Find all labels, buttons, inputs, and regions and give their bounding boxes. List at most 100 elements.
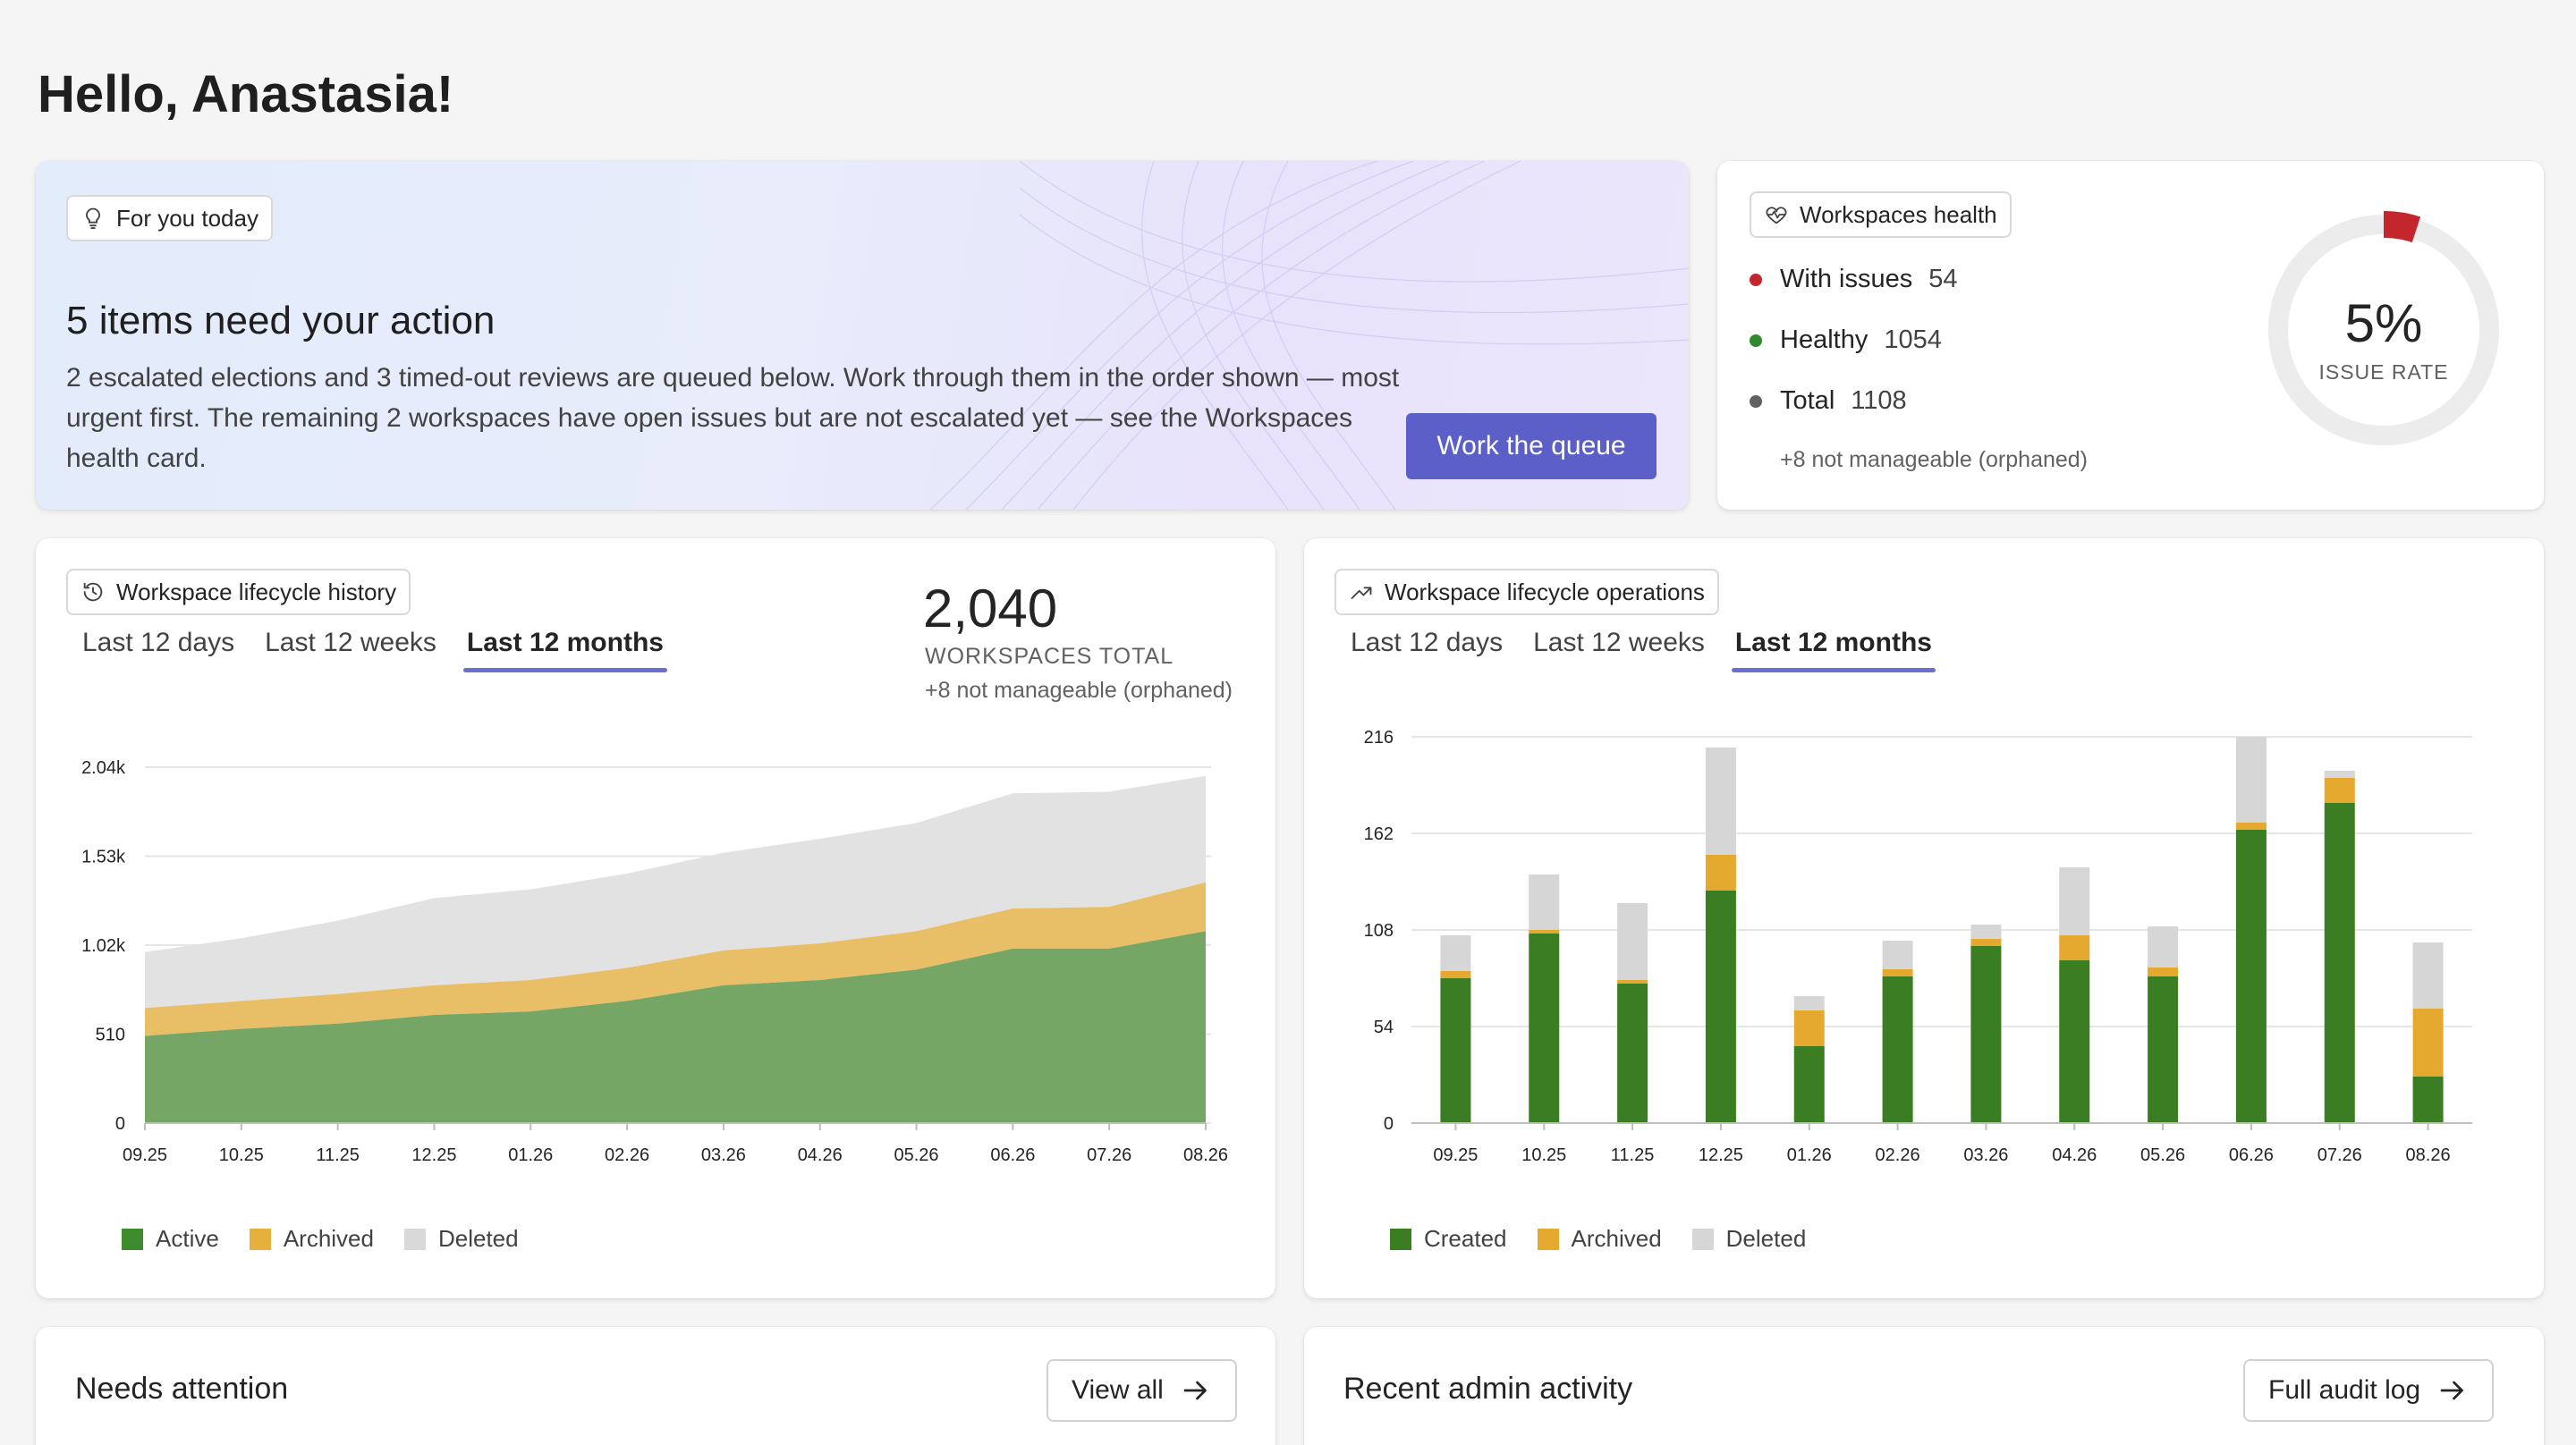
bar-deleted: [1617, 903, 1648, 980]
legend-label: Active: [156, 1225, 219, 1252]
bar-created: [2412, 1077, 2444, 1123]
bar-created: [2059, 960, 2090, 1123]
x-tick-label: 02.26: [1876, 1145, 1920, 1165]
bar-archived: [2235, 823, 2267, 830]
bar-archived: [1882, 969, 1913, 976]
full-audit-log-button[interactable]: Full audit log: [2243, 1359, 2495, 1422]
bar-archived: [2324, 778, 2355, 803]
bar-created: [2324, 803, 2355, 1123]
y-tick-label: 216: [1364, 728, 1394, 748]
x-tick-label: 03.26: [1963, 1145, 2008, 1165]
x-tick-label: 08.26: [2406, 1145, 2451, 1165]
y-tick-label: 1.02k: [81, 936, 126, 956]
y-tick-label: 0: [115, 1114, 125, 1134]
needs-attention-title: Needs attention: [75, 1372, 289, 1406]
orphaned-note: +8 not manageable (orphaned): [1780, 447, 2089, 472]
lifecycle-history-card: Workspace lifecycle history Last 12 days…: [36, 538, 1275, 1298]
x-tick-label: 05.26: [2140, 1145, 2185, 1165]
workspaces-total-value: 2,040: [923, 579, 1058, 638]
x-tick-label: 10.25: [219, 1145, 264, 1165]
x-tick-label: 09.25: [123, 1145, 167, 1165]
tab-last-12-weeks[interactable]: Last 12 weeks: [1533, 628, 1705, 657]
issue-rate-gauge: 5% ISSUE RATE: [2265, 211, 2503, 449]
tab-last-12-weeks[interactable]: Last 12 weeks: [265, 628, 436, 657]
decorative-waves: [929, 161, 1689, 510]
bar-created: [1529, 934, 1560, 1123]
bar-deleted: [1529, 875, 1560, 930]
lifecycle-operations-chart: 0 54 108 162 216 09.25 10.25 11.25 12.25 01.26 02.…: [1364, 728, 2472, 1165]
tab-last-12-days[interactable]: Last 12 days: [1351, 628, 1504, 657]
bar-deleted: [2324, 771, 2355, 778]
y-tick-label: 510: [96, 1026, 125, 1045]
total-row: Total 1108: [1750, 386, 1907, 416]
bar-archived: [1617, 980, 1648, 984]
x-tick-label: 06.26: [2229, 1145, 2274, 1165]
bar-created: [1970, 946, 2002, 1123]
lightbulb-icon: [86, 207, 100, 230]
total-label: Total: [1780, 386, 1835, 415]
x-tick-label: 04.26: [2052, 1145, 2097, 1165]
bar-created: [1440, 978, 1471, 1123]
x-tick-label: 12.25: [1699, 1145, 1743, 1165]
bar-deleted: [1882, 941, 1913, 969]
orphaned-note: +8 not manageable (orphaned): [925, 678, 1233, 703]
history-icon: [83, 582, 103, 602]
bar-deleted: [2148, 926, 2179, 968]
bar-archived: [1970, 939, 2002, 946]
bar-archived: [1705, 855, 1736, 891]
created-swatch: [1390, 1228, 1411, 1250]
history-tabs: Last 12 days Last 12 weeks Last 12 month…: [82, 628, 668, 672]
badge-label: Workspace lifecycle history: [116, 578, 397, 605]
gauge-fill: [2265, 211, 2503, 449]
y-tick-label: 162: [1364, 824, 1394, 844]
tab-last-12-months[interactable]: Last 12 months: [1731, 628, 1936, 672]
healthy-value: 1054: [1884, 325, 1942, 354]
x-tick-label: 05.26: [894, 1145, 939, 1165]
lifecycle-operations-card: Workspace lifecycle operations Last 12 d…: [1304, 538, 2544, 1298]
workspaces-total-label: WORKSPACES TOTAL: [925, 644, 1174, 669]
y-tick-label: 1.53k: [81, 848, 126, 867]
with-issues-label: With issues: [1780, 265, 1913, 293]
view-all-label: View all: [1072, 1375, 1164, 1405]
bar-created: [1882, 976, 1913, 1123]
bar-archived: [2148, 968, 2179, 976]
bar-deleted: [2412, 942, 2444, 1009]
gauge-label: ISSUE RATE: [2318, 360, 2448, 384]
work-the-queue-button[interactable]: Work the queue: [1406, 413, 1657, 479]
full-audit-log-label: Full audit log: [2268, 1375, 2421, 1405]
operations-legend: Created Archived Deleted: [1390, 1225, 1806, 1253]
legend-deleted: Deleted: [1691, 1225, 1806, 1253]
tab-last-12-days[interactable]: Last 12 days: [82, 628, 235, 657]
y-tick-label: 54: [1374, 1018, 1394, 1037]
x-tick-label: 03.26: [701, 1145, 746, 1165]
gray-dot-icon: [1750, 394, 1762, 408]
view-all-button[interactable]: View all: [1046, 1359, 1237, 1422]
legend-archived: Archived: [249, 1225, 374, 1253]
bar-archived: [2412, 1009, 2444, 1077]
y-tick-label: 2.04k: [81, 758, 126, 778]
y-tick-label: 0: [1384, 1114, 1394, 1134]
heart-pulse-icon: [1766, 207, 1787, 224]
bar-created: [1705, 891, 1736, 1123]
lifecycle-operations-badge: Workspace lifecycle operations: [1335, 569, 1719, 615]
bar-deleted: [1970, 925, 2002, 939]
lifecycle-history-chart: 0 510 1.02k 1.53k 2.04k 09.25 10.25 11.25 12.25 0…: [81, 758, 1228, 1165]
lifecycle-history-badge: Workspace lifecycle history: [66, 569, 411, 615]
area-deleted: [145, 775, 1206, 1009]
action-title: 5 items need your action: [66, 299, 496, 342]
tab-last-12-months[interactable]: Last 12 months: [462, 628, 668, 672]
red-dot-icon: [1750, 273, 1762, 286]
arrow-right-icon: [1183, 1381, 1207, 1400]
history-legend: Active Archived Deleted: [122, 1225, 519, 1253]
x-tick-label: 02.26: [605, 1145, 649, 1165]
needs-attention-card: Needs attention View all: [36, 1327, 1275, 1445]
bar-archived: [1793, 1010, 1825, 1046]
archived-swatch: [249, 1228, 271, 1250]
gauge-value: 5%: [2345, 293, 2423, 353]
bar-created: [1617, 984, 1648, 1123]
trending-up-icon: [1351, 587, 1372, 599]
x-tick-label: 01.26: [508, 1145, 553, 1165]
x-tick-label: 04.26: [798, 1145, 843, 1165]
bar-deleted: [1440, 935, 1471, 971]
x-tick-label: 11.25: [316, 1145, 360, 1165]
